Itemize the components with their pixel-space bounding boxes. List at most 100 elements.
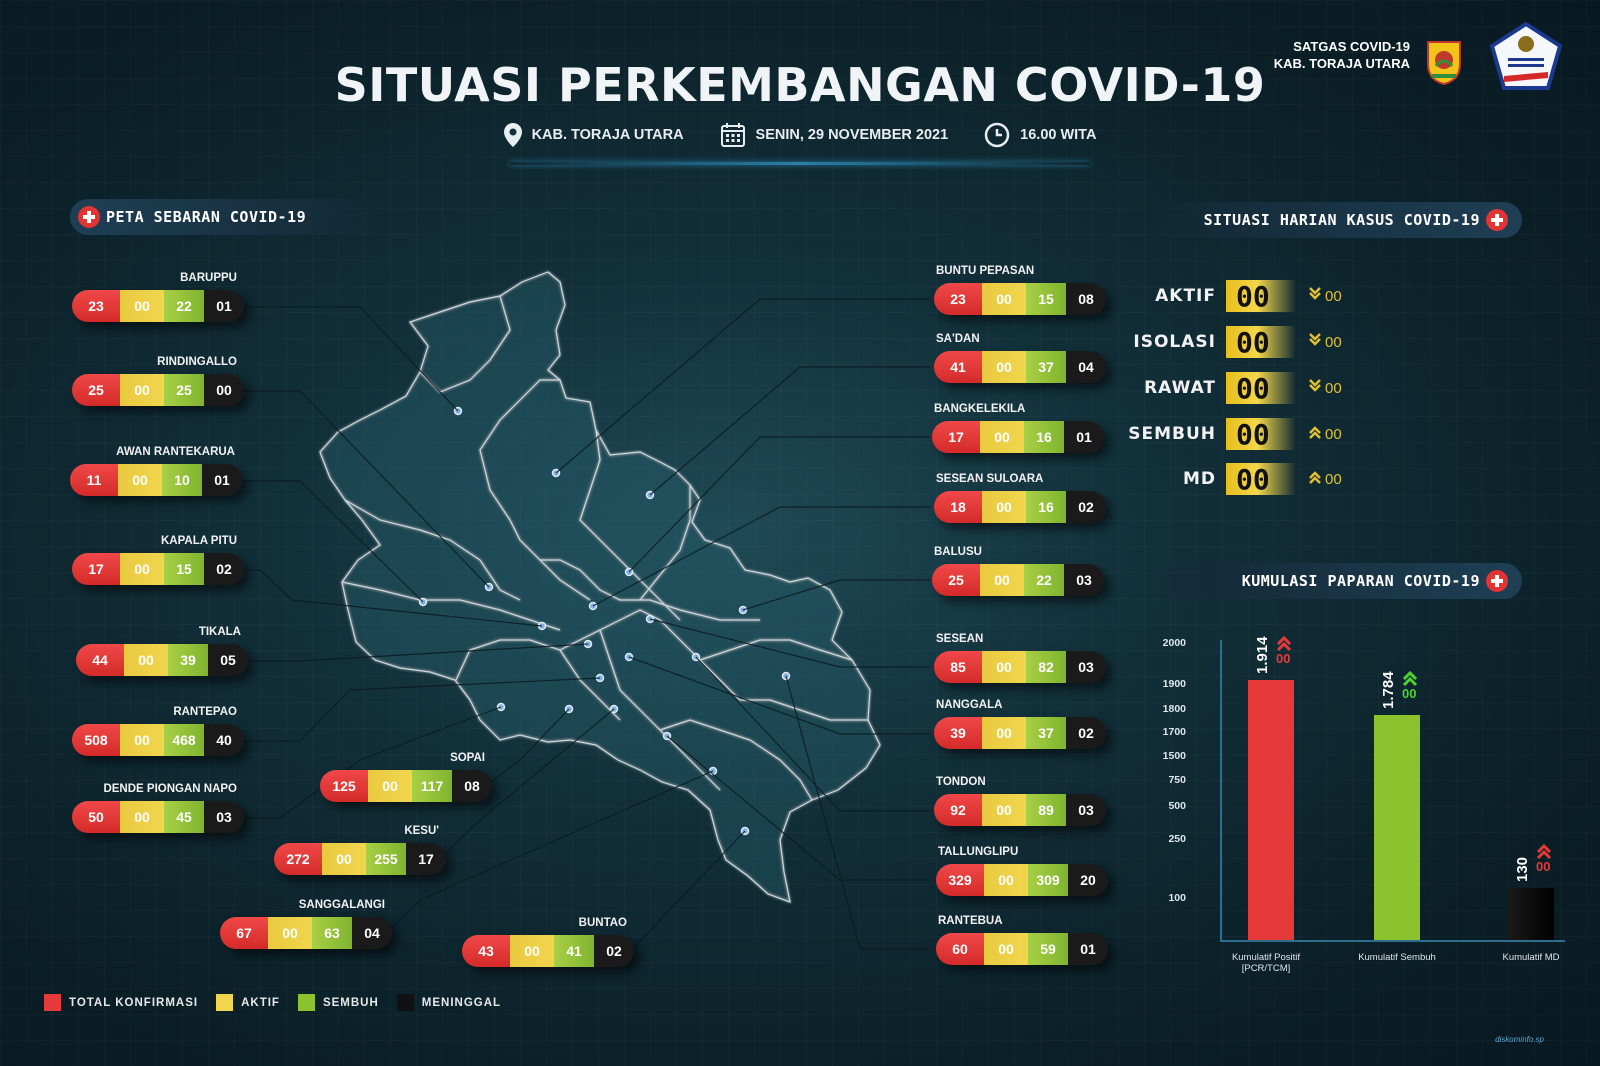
district-stats-pill: 92 00 89 03 (934, 794, 1106, 826)
district-sembuh: 82 (1026, 651, 1066, 683)
district-total: 508 (72, 724, 120, 756)
district-aktif: 00 (980, 564, 1024, 596)
y-tick-label: 1900 (1162, 678, 1186, 690)
district-total: 85 (934, 651, 982, 683)
district-name: BALUSU (934, 546, 982, 558)
chevron-down-icon (1308, 287, 1322, 305)
daily-row-delta-value: 00 (1325, 379, 1342, 397)
daily-row-label: SEMBUH (1128, 424, 1216, 444)
district-total: 18 (934, 491, 982, 523)
legend-item-sembuh: SEMBUH (297, 994, 379, 1011)
district-aktif: 00 (124, 644, 168, 676)
daily-row-label: MD (1182, 469, 1216, 489)
district-stats-pill: 11 00 10 01 (70, 464, 242, 496)
time-text: 16.00 WITA (1020, 127, 1097, 143)
daily-row-sembuh: SEMBUH 00 00 (1120, 418, 1341, 451)
district-total: 125 (320, 770, 368, 802)
district-stats-pill: 18 00 16 02 (934, 491, 1106, 523)
legend-swatch-green (297, 994, 315, 1011)
bar-delta-value: 00 (1536, 859, 1551, 875)
map-outline (319, 271, 881, 903)
daily-row-delta: 00 (1308, 470, 1342, 488)
district-aktif: 00 (120, 801, 164, 833)
district-meninggal: 02 (1066, 491, 1106, 523)
district-meninggal: 01 (204, 290, 244, 322)
district-sembuh: 89 (1026, 794, 1066, 826)
district-total: 50 (72, 801, 120, 833)
district-stats-pill: 125 00 117 08 (320, 770, 492, 802)
bar-value-label: 1.784 (1380, 671, 1397, 709)
header-subinfo: KAB. TORAJA UTARA SENIN, 29 NOVEMBER 202… (0, 122, 1600, 148)
district-name: AWAN RANTEKARUA (116, 446, 235, 458)
district-total: 17 (72, 553, 120, 585)
district-total: 43 (462, 935, 510, 967)
district-meninggal: 08 (1066, 283, 1106, 315)
district-meninggal: 40 (204, 724, 244, 756)
legend-label-total: TOTAL KONFIRMASI (69, 996, 199, 1009)
district-stats-pill: 17 00 16 01 (932, 421, 1104, 453)
bar-value-label: 1.914 (1254, 636, 1271, 675)
district-stats-pill: 329 00 309 20 (936, 864, 1108, 896)
y-tick-label: 1700 (1162, 726, 1186, 738)
red-cross-icon (1486, 570, 1508, 592)
district-total: 25 (932, 564, 980, 596)
district-stats-pill: 50 00 45 03 (72, 801, 244, 833)
clock-icon (984, 122, 1010, 148)
district-meninggal: 01 (202, 464, 242, 496)
legend-swatch-black (396, 994, 414, 1011)
district-aktif: 00 (982, 351, 1026, 383)
date-info: SENIN, 29 NOVEMBER 2021 (720, 122, 948, 148)
chevron-up-icon (1536, 844, 1552, 863)
bar-delta: 00 (1276, 636, 1292, 666)
y-tick-label: 750 (1168, 774, 1186, 786)
district-sembuh: 255 (366, 843, 406, 875)
daily-row-delta-value: 00 (1325, 287, 1342, 305)
district-stats-pill: 25 00 25 00 (72, 374, 244, 406)
y-tick-label: 2000 (1162, 637, 1186, 649)
chevron-down-icon (1308, 333, 1322, 351)
district-total: 272 (274, 843, 322, 875)
district-aktif: 00 (120, 374, 164, 406)
daily-row-isolasi: ISOLASI 00 00 (1120, 326, 1342, 359)
legend-item-aktif: AKTIF (216, 994, 280, 1011)
daily-row-rawat: RAWAT 00 00 (1120, 372, 1342, 405)
district-sembuh: 15 (164, 553, 204, 585)
district-meninggal: 03 (1064, 564, 1104, 596)
district-meninggal: 03 (204, 801, 244, 833)
district-sembuh: 37 (1026, 351, 1066, 383)
leader-lines (236, 298, 930, 953)
bar-category-label: Kumulatif Positif [PCR/TCM] (1231, 952, 1301, 974)
district-stats-pill: 508 00 468 40 (72, 724, 244, 756)
daily-row-delta-value: 00 (1325, 333, 1342, 351)
red-cross-icon (78, 206, 100, 228)
district-aktif: 00 (118, 464, 162, 496)
bar-md (1508, 888, 1554, 940)
district-meninggal: 05 (208, 644, 248, 676)
bar-value-label: 130 (1514, 857, 1531, 883)
district-name: KESU' (404, 825, 439, 837)
daily-row-md: MD 00 00 (1120, 463, 1342, 496)
district-stats-pill: 60 00 59 01 (936, 933, 1108, 965)
y-tick-label: 1800 (1162, 703, 1186, 715)
district-aktif: 00 (980, 421, 1024, 453)
district-sembuh: 468 (164, 724, 204, 756)
district-total: 39 (934, 717, 982, 749)
district-aktif: 00 (268, 917, 312, 949)
district-stats-pill: 272 00 255 17 (274, 843, 446, 875)
location-info: KAB. TORAJA UTARA (503, 123, 684, 147)
page-title: SITUASI PERKEMBANGAN COVID-19 (334, 58, 1266, 112)
district-sembuh: 22 (1024, 564, 1064, 596)
district-meninggal: 00 (204, 374, 244, 406)
district-stats-pill: 44 00 39 05 (76, 644, 248, 676)
district-meninggal: 02 (594, 935, 634, 967)
district-sembuh: 16 (1026, 491, 1066, 523)
district-sembuh: 63 (312, 917, 352, 949)
district-name: RANTEBUA (938, 915, 1003, 927)
district-aktif: 00 (510, 935, 554, 967)
cumulative-panel-header: KUMULASI PAPARAN COVID-19 (1148, 563, 1522, 599)
legend-swatch-red (44, 994, 61, 1011)
district-name: TALLUNGLIPU (938, 846, 1019, 858)
district-aktif: 00 (984, 864, 1028, 896)
legend-item-total: TOTAL KONFIRMASI (44, 994, 198, 1011)
